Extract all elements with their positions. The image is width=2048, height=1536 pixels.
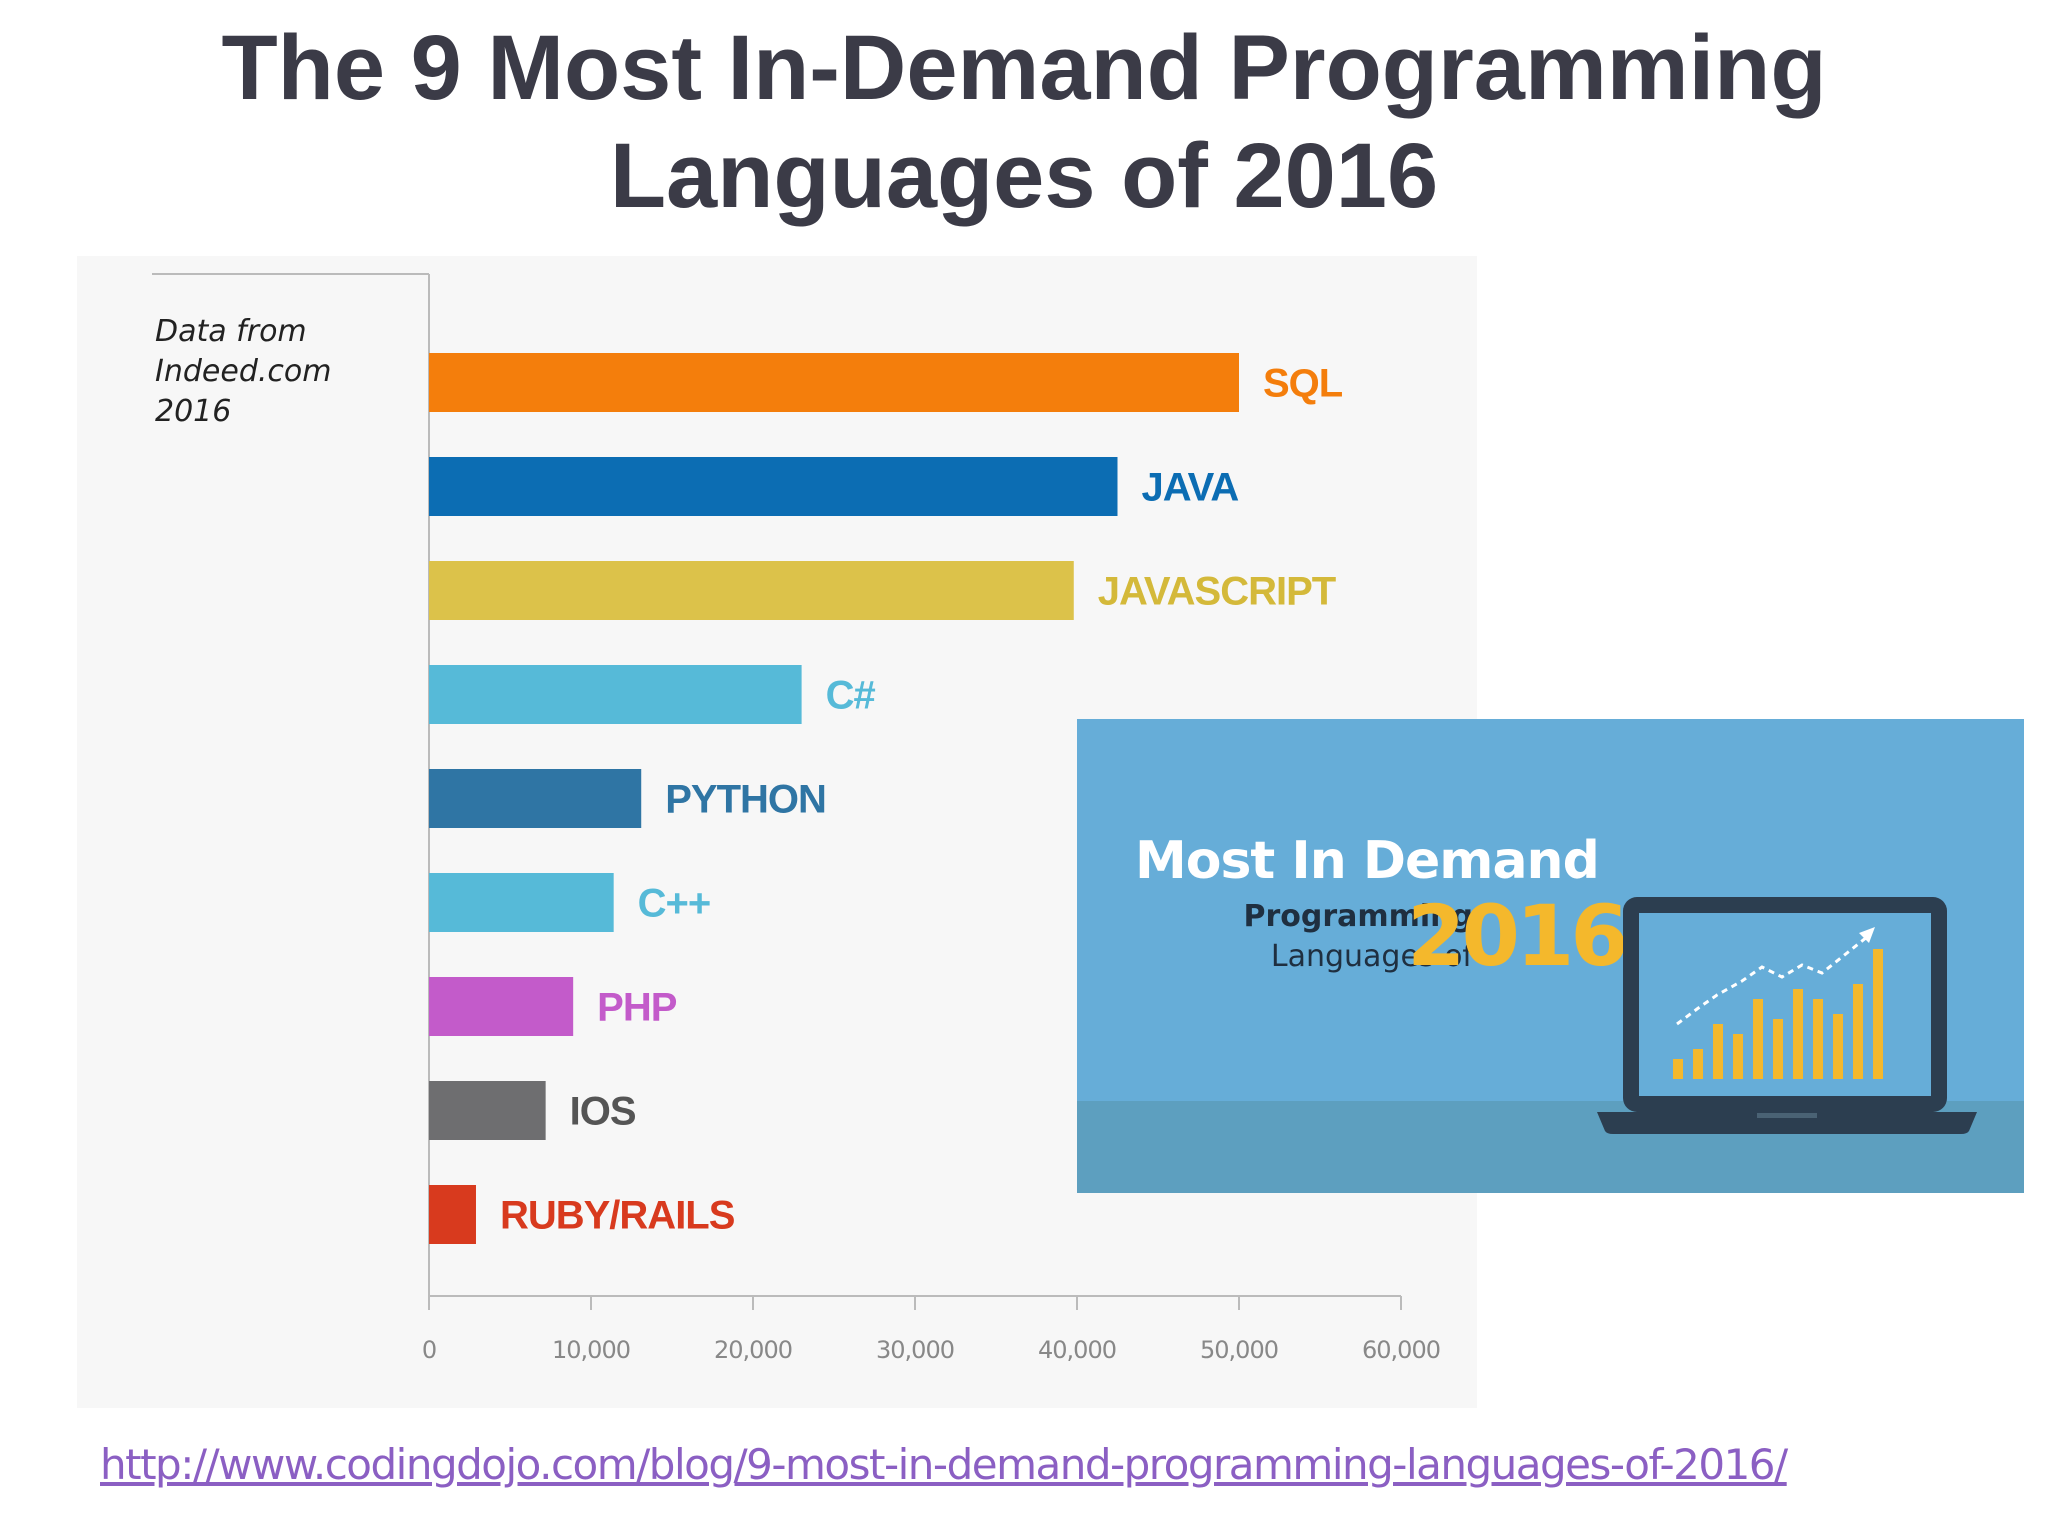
blog-thumbnail-image: Most In Demand Programming Languages of … bbox=[1077, 719, 2024, 1193]
laptop-mini-bar bbox=[1713, 1024, 1723, 1079]
source-url-link[interactable]: http://www.codingdojo.com/blog/9-most-in… bbox=[100, 1440, 1788, 1489]
bar-label: C# bbox=[826, 674, 876, 718]
bar-label: RUBY/RAILS bbox=[500, 1194, 735, 1238]
x-tick-label: 50,000 bbox=[1200, 1336, 1278, 1364]
bar-label: C++ bbox=[638, 882, 711, 926]
bar-label: JAVASCRIPT bbox=[1098, 570, 1336, 614]
trend-line bbox=[1676, 935, 1868, 1026]
laptop-mini-bar bbox=[1673, 1059, 1683, 1079]
source-note-line-1: Data from bbox=[155, 314, 307, 349]
bar-label: PYTHON bbox=[665, 778, 826, 822]
title-line-2: Languages of 2016 bbox=[609, 125, 1439, 227]
laptop-bar-graphic bbox=[1673, 949, 1883, 1079]
bar-python bbox=[429, 769, 642, 828]
source-note-line-2: Indeed.com bbox=[155, 354, 332, 389]
laptop-mini-bar bbox=[1773, 1019, 1783, 1079]
x-tick-label: 60,000 bbox=[1362, 1336, 1440, 1364]
thumbnail-title: Most In Demand bbox=[1135, 831, 1600, 891]
thumbnail-year: 2016 bbox=[1407, 887, 1629, 985]
bar-label: IOS bbox=[570, 1090, 636, 1134]
x-tick-label: 40,000 bbox=[1038, 1336, 1116, 1364]
trend-arrow-icon bbox=[1859, 927, 1875, 943]
x-tick-label: 0 bbox=[422, 1336, 436, 1364]
bar-c- bbox=[429, 873, 614, 932]
laptop-trackpad-notch bbox=[1757, 1113, 1817, 1118]
bar-sql bbox=[429, 353, 1239, 412]
bar-chart: 0 10,000 20,000 30,000 40,000 50,000 60,000 SQL… bbox=[152, 273, 1441, 1364]
laptop-mini-bar bbox=[1833, 1014, 1843, 1079]
bar-label: JAVA bbox=[1142, 466, 1239, 510]
source-note-line-3: 2016 bbox=[155, 394, 232, 429]
bar-ios bbox=[429, 1081, 546, 1140]
x-tick-label: 20,000 bbox=[714, 1336, 792, 1364]
laptop-mini-bar bbox=[1733, 1034, 1743, 1079]
laptop-mini-bar bbox=[1753, 999, 1763, 1079]
bar-ruby-rails bbox=[429, 1185, 476, 1244]
x-tick-label: 30,000 bbox=[876, 1336, 954, 1364]
thumbnail-subtitle-line-1: Programming bbox=[1243, 899, 1473, 934]
thumbnail-subtitle-line-2: Languages of bbox=[1270, 939, 1473, 974]
laptop-chart-icon bbox=[1597, 897, 1977, 1134]
data-source-note: Data from Indeed.com 2016 bbox=[155, 312, 331, 432]
bar-c- bbox=[429, 665, 802, 724]
laptop-mini-bar bbox=[1813, 999, 1823, 1079]
laptop-mini-bar bbox=[1853, 984, 1863, 1079]
laptop-base bbox=[1597, 1112, 1977, 1134]
bar-label: PHP bbox=[597, 986, 677, 1030]
bar-java bbox=[429, 457, 1118, 516]
laptop-mini-bar bbox=[1873, 949, 1883, 1079]
laptop-mini-bar bbox=[1693, 1049, 1703, 1079]
title-line-1: The 9 Most In-Demand Programming bbox=[221, 17, 1827, 119]
bar-php bbox=[429, 977, 574, 1036]
x-tick-label: 10,000 bbox=[552, 1336, 630, 1364]
laptop-mini-bar bbox=[1793, 989, 1803, 1079]
slide-title: The 9 Most In-Demand Programming Languag… bbox=[0, 14, 2048, 230]
bar-label: SQL bbox=[1263, 362, 1343, 406]
bar-javascript bbox=[429, 561, 1074, 620]
